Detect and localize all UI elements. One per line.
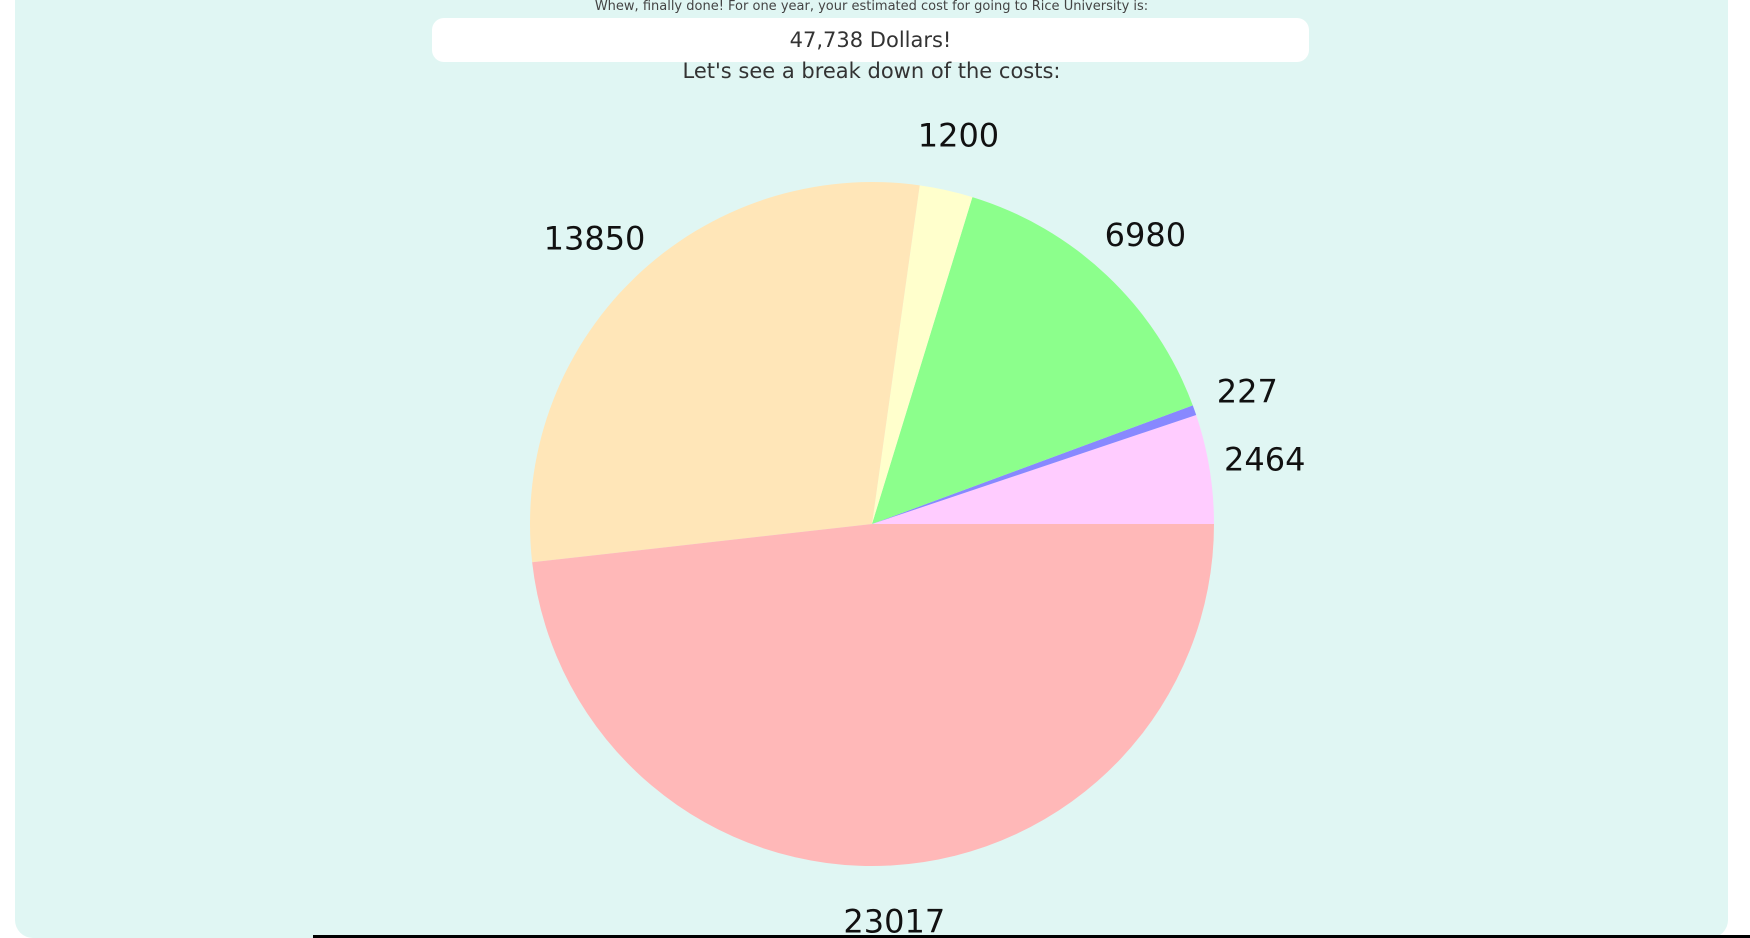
pie-label-227: 227 [1217,373,1278,411]
pie-label-2464: 2464 [1224,441,1305,479]
bottom-scrollbar-edge [313,935,1750,938]
pie-label-23017: 23017 [843,902,945,938]
pie-slice-23017 [532,524,1214,867]
pie-slice-13850 [530,182,920,563]
pie-slice-227 [872,405,1197,524]
pie-slice-1200 [872,185,973,524]
total-cost-value: 47,738 Dollars! [789,28,952,52]
total-cost-box: 47,738 Dollars! [432,18,1309,62]
pie-slice-6980 [872,197,1193,524]
pie-slices [530,182,1214,867]
results-panel: Whew, finally done! For one year, your e… [15,0,1728,938]
breakdown-heading: Let's see a break down of the costs: [682,59,1061,83]
pie-label-6980: 6980 [1105,216,1186,254]
pie-slice-2464 [872,415,1214,524]
pie-labels: 2464 227 6980 1200 13850 23017 [544,117,1306,938]
pie-label-1200: 1200 [918,117,999,155]
cost-pie-chart: 2464 227 6980 1200 13850 23017 [530,117,1306,938]
pie-label-13850: 13850 [544,220,646,258]
intro-text: Whew, finally done! For one year, your e… [594,0,1149,14]
